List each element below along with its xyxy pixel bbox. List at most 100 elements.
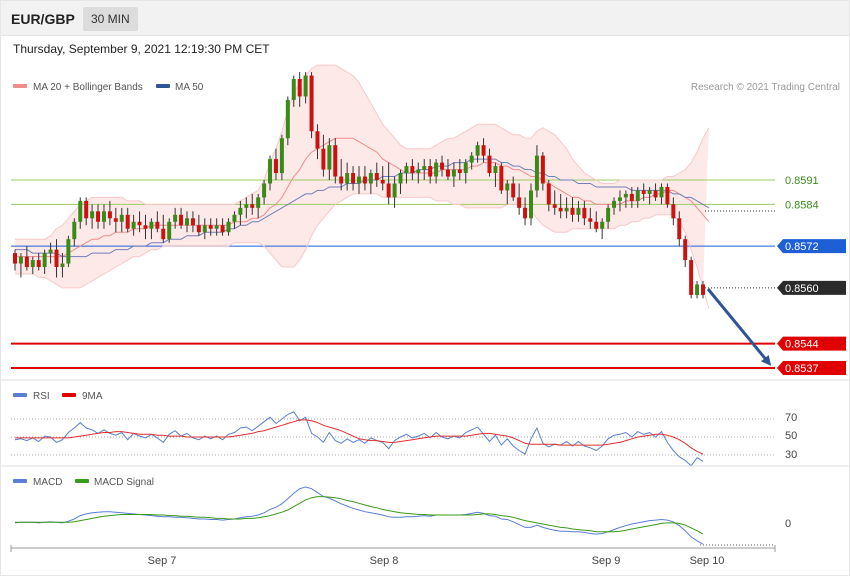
candle <box>167 218 172 243</box>
candle <box>552 190 557 215</box>
macd-signal-line <box>15 496 704 535</box>
candle <box>665 183 670 208</box>
candle <box>440 155 445 177</box>
candle-body <box>84 200 89 219</box>
rsi-line <box>14 411 704 467</box>
legend-swatch-rsi <box>13 393 27 397</box>
candle-body <box>481 145 486 156</box>
candle-body <box>90 211 95 219</box>
candle-body <box>185 218 189 226</box>
candle <box>256 193 261 219</box>
candle-body <box>558 207 563 212</box>
candle-body <box>659 186 664 198</box>
candle-body <box>72 221 77 240</box>
candle <box>410 159 415 180</box>
candle <box>345 162 350 191</box>
candle <box>653 183 658 201</box>
candle-body <box>546 183 551 205</box>
candle-body <box>493 166 498 174</box>
candle <box>469 152 474 170</box>
candle <box>208 218 213 236</box>
candle <box>540 152 545 191</box>
chart-svg: 0.8591 0.8584 0.8572 0.8560 0.8544 0.8537 MA … <box>0 64 850 567</box>
candle <box>546 180 551 212</box>
candle <box>617 190 622 212</box>
candle-body <box>66 239 71 264</box>
candle <box>131 214 136 236</box>
candle <box>428 159 433 184</box>
candle-body <box>368 173 373 184</box>
candle <box>629 186 634 208</box>
candle <box>30 256 35 274</box>
macd-legend: MACD MACD Signal <box>13 477 154 488</box>
candle <box>244 197 249 219</box>
candle-body <box>475 145 480 156</box>
candle-body <box>268 159 273 184</box>
candle-body <box>279 138 284 174</box>
legend-swatch-macd-signal <box>75 479 89 483</box>
candle <box>220 218 225 236</box>
candle-body <box>410 166 415 174</box>
candle-body <box>357 176 361 184</box>
legend-label-macd: MACD <box>33 477 62 488</box>
candle-body <box>30 260 35 268</box>
candle <box>262 180 267 205</box>
candle <box>196 214 201 236</box>
candle-body <box>202 225 207 233</box>
candle <box>511 176 516 201</box>
legend-label-ma20: MA 20 + Bollinger Bands <box>33 82 143 93</box>
candle-body <box>149 221 154 229</box>
candle-body <box>392 183 397 198</box>
pivot-label-0-8572: 0.8572 <box>785 241 819 253</box>
candle-body <box>36 260 41 268</box>
candle-body <box>695 284 700 295</box>
candle-body <box>635 190 640 201</box>
x-tick-label-sep9: Sep 9 <box>592 555 621 567</box>
candle-body <box>380 180 385 184</box>
candle-body <box>529 190 533 219</box>
candle <box>588 207 593 229</box>
candle <box>327 138 332 180</box>
bollinger-upper-line <box>15 64 710 240</box>
candle <box>689 256 694 299</box>
main-price-panel[interactable]: 0.8591 0.8584 0.8572 0.8560 0.8544 0.8537 MA … <box>11 64 846 375</box>
candle <box>291 75 296 107</box>
candle <box>523 197 528 226</box>
chart-header: EUR/GBP 30 MIN <box>0 0 850 36</box>
x-tick-label-sep8: Sep 8 <box>370 555 399 567</box>
candle-body <box>48 249 53 254</box>
candle-body <box>564 207 569 212</box>
candle <box>475 141 480 163</box>
candle-body <box>469 155 474 163</box>
candle <box>487 148 492 177</box>
candle-body <box>339 176 344 184</box>
candle-body <box>161 228 166 240</box>
candle <box>90 204 95 229</box>
candle-body <box>701 284 705 295</box>
candles-group <box>13 72 705 299</box>
candle-body <box>179 214 184 226</box>
candle <box>119 207 124 233</box>
candle-body <box>315 131 320 149</box>
candle <box>321 134 326 177</box>
candle <box>179 207 184 229</box>
rsi-panel[interactable]: RSI 9MA 70 50 30 <box>11 391 797 467</box>
candle-body <box>262 183 267 198</box>
candle-body <box>653 190 658 198</box>
candle-body <box>582 207 587 219</box>
macd-panel[interactable]: MACD MACD Signal 0 <box>13 477 791 546</box>
candle <box>214 218 219 236</box>
candle <box>107 200 112 226</box>
candle-body <box>18 256 23 264</box>
candle <box>190 211 195 233</box>
candle-body <box>671 204 676 219</box>
candle-body <box>54 249 59 268</box>
candle <box>499 162 504 194</box>
rsi-legend: RSI 9MA <box>13 391 103 402</box>
legend-label-rsi: RSI <box>33 391 50 402</box>
candle <box>434 159 439 184</box>
timeframe-badge[interactable]: 30 MIN <box>83 7 138 31</box>
candle-body <box>196 225 201 233</box>
candle-body <box>309 75 314 132</box>
legend-swatch-ma20 <box>13 84 27 88</box>
